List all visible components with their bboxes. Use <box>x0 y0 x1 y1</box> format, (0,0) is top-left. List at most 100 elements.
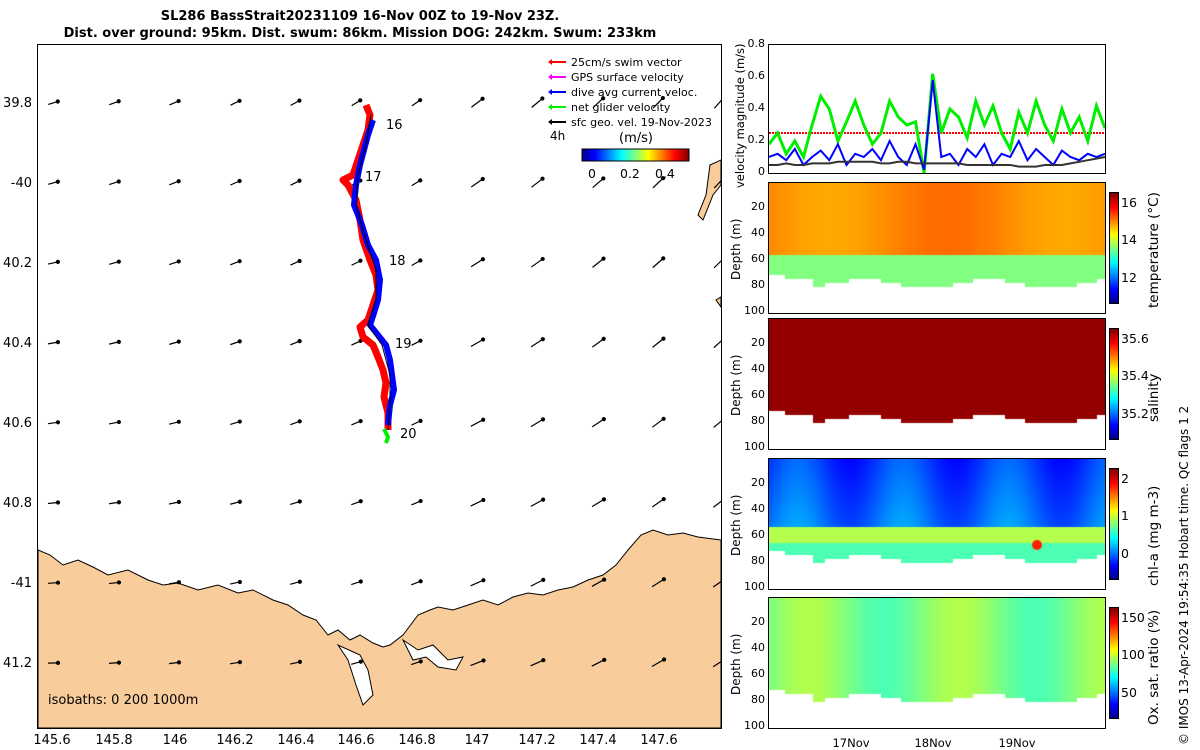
current-arrow-icon <box>411 98 423 107</box>
depth-tick: 20 <box>751 476 765 489</box>
colorbar-tick: 150 <box>1121 610 1145 625</box>
current-arrow-icon <box>591 497 607 508</box>
colorbar-tick: 50 <box>1121 684 1137 700</box>
current-arrow-icon <box>290 98 302 106</box>
current-arrow-icon <box>530 256 545 268</box>
map-legend: 25cm/s swim vector GPS surface velocity … <box>548 56 712 146</box>
current-arrow-icon <box>530 497 546 507</box>
current-arrow-icon <box>168 580 182 585</box>
legend-net-velocity: net glider velocity <box>571 101 671 114</box>
lon-tick: 145.8 <box>95 733 133 748</box>
current-arrow-icon <box>531 176 545 188</box>
figure-title-line1: SL286 BassStrait20231109 16-Nov 00Z to 1… <box>160 9 560 24</box>
legend-current-velocity: dive avg current veloc. <box>571 86 697 99</box>
current-arrow-icon <box>109 99 121 106</box>
current-arrow-icon <box>652 95 665 109</box>
legend-sfc-geo-velocity: sfc geo. vel. 19-Nov-2023 <box>571 116 712 129</box>
colorbar-title: (m/s) <box>619 131 653 146</box>
depth-tick: 100 <box>744 304 765 317</box>
isobaths-note: isobaths: 0 200 1000m <box>48 693 198 708</box>
current-arrow-icon <box>651 577 667 588</box>
current-arrow-icon <box>411 338 423 346</box>
current-arrow-icon <box>652 416 666 428</box>
time-tick: 19Nov <box>998 736 1036 750</box>
current-arrow-icon <box>47 340 61 345</box>
velocity-ytick: 0.2 <box>747 133 766 146</box>
depth-tick: 40 <box>751 226 765 239</box>
depth-tick: 100 <box>744 440 765 453</box>
current-arrow-icon <box>712 661 721 668</box>
imos-credit: © IMOS 13-Apr-2024 19:54:35 Hobart time.… <box>1177 405 1191 745</box>
day-label: 17 <box>365 170 382 185</box>
net-velocity-track <box>382 428 391 444</box>
lat-tick: -40 <box>10 176 32 191</box>
current-arrow-icon <box>531 96 545 108</box>
current-arrow-icon <box>530 337 545 348</box>
colorbar-tick: 0 <box>588 166 596 181</box>
velocity-series-line <box>769 73 1105 173</box>
current-arrow-icon <box>470 417 486 427</box>
current-arrow-icon <box>592 176 606 189</box>
depth-ylabel: Depth (m) <box>729 633 743 695</box>
current-arrow-icon <box>169 339 181 345</box>
current-arrow-icon <box>470 497 486 507</box>
current-arrow-icon <box>230 178 242 186</box>
current-arrow-icon <box>713 260 721 269</box>
current-arrow-icon <box>470 578 486 587</box>
depth-tick: 40 <box>751 502 765 515</box>
current-arrow-icon <box>713 420 721 428</box>
legend-gps-velocity: GPS surface velocity <box>571 71 684 84</box>
current-arrow-icon <box>290 339 302 346</box>
lat-tick: 40.8 <box>3 496 32 511</box>
current-arrow-icon <box>592 256 606 268</box>
inlet-shape <box>401 638 464 671</box>
temperature-heatmap <box>769 183 1105 313</box>
salinity-heatmap <box>769 319 1105 449</box>
colorbar-tick: 35.4 <box>1121 368 1149 384</box>
current-arrow-icon <box>290 178 302 186</box>
current-arrow-icon <box>169 98 181 106</box>
colorbar-tick: 0.2 <box>620 166 640 181</box>
oxygen-colorbar <box>1109 607 1119 719</box>
current-arrow-icon <box>109 259 121 265</box>
current-arrow-icon <box>108 419 122 425</box>
current-arrow-icon <box>591 657 607 667</box>
current-arrow-icon <box>290 579 302 585</box>
current-arrow-icon <box>289 659 302 665</box>
colorbar-tick: 0.4 <box>655 166 675 181</box>
figure-title-line2: Dist. over ground: 95km. Dist. swum: 86k… <box>63 26 657 41</box>
lat-tick: 39.8 <box>3 96 32 111</box>
time-tick: 18Nov <box>914 736 952 750</box>
island-shape <box>715 296 721 308</box>
current-arrow-icon <box>411 418 423 426</box>
depth-tick: 60 <box>751 528 765 541</box>
current-arrow-icon <box>351 258 363 266</box>
time-tick: 17Nov <box>832 736 870 750</box>
current-arrow-icon <box>48 179 60 185</box>
current-arrow-icon <box>47 580 61 585</box>
current-arrow-icon <box>713 340 721 349</box>
lon-tick: 147 <box>464 733 490 748</box>
day-label: 16 <box>386 118 403 133</box>
current-arrow-icon <box>351 579 363 586</box>
current-arrow-icon <box>591 417 606 428</box>
lon-tick: 145.6 <box>33 733 71 748</box>
current-arrow-icon <box>470 337 486 348</box>
lat-tick: 40.4 <box>3 336 32 351</box>
depth-tick: 40 <box>751 641 765 654</box>
temperature-heatmap-panel <box>768 182 1106 314</box>
current-arrow-icon <box>351 338 363 346</box>
velocity-ylabel: velocity magnitude (m/s) <box>733 43 747 188</box>
day-label: 19 <box>395 337 412 352</box>
glider-track-line <box>355 114 391 431</box>
current-arrow-icon <box>108 339 121 345</box>
temperature-colorbar <box>1109 192 1119 304</box>
colorbar-tick: 1 <box>1121 508 1129 524</box>
current-arrow-icon <box>351 499 363 506</box>
current-arrow-icon <box>470 176 485 188</box>
legend-4h: 4h <box>550 129 565 143</box>
current-arrow-icon <box>230 499 242 505</box>
current-arrow-icon <box>471 96 485 108</box>
current-arrow-icon <box>712 580 721 588</box>
current-arrow-icon <box>230 259 242 266</box>
